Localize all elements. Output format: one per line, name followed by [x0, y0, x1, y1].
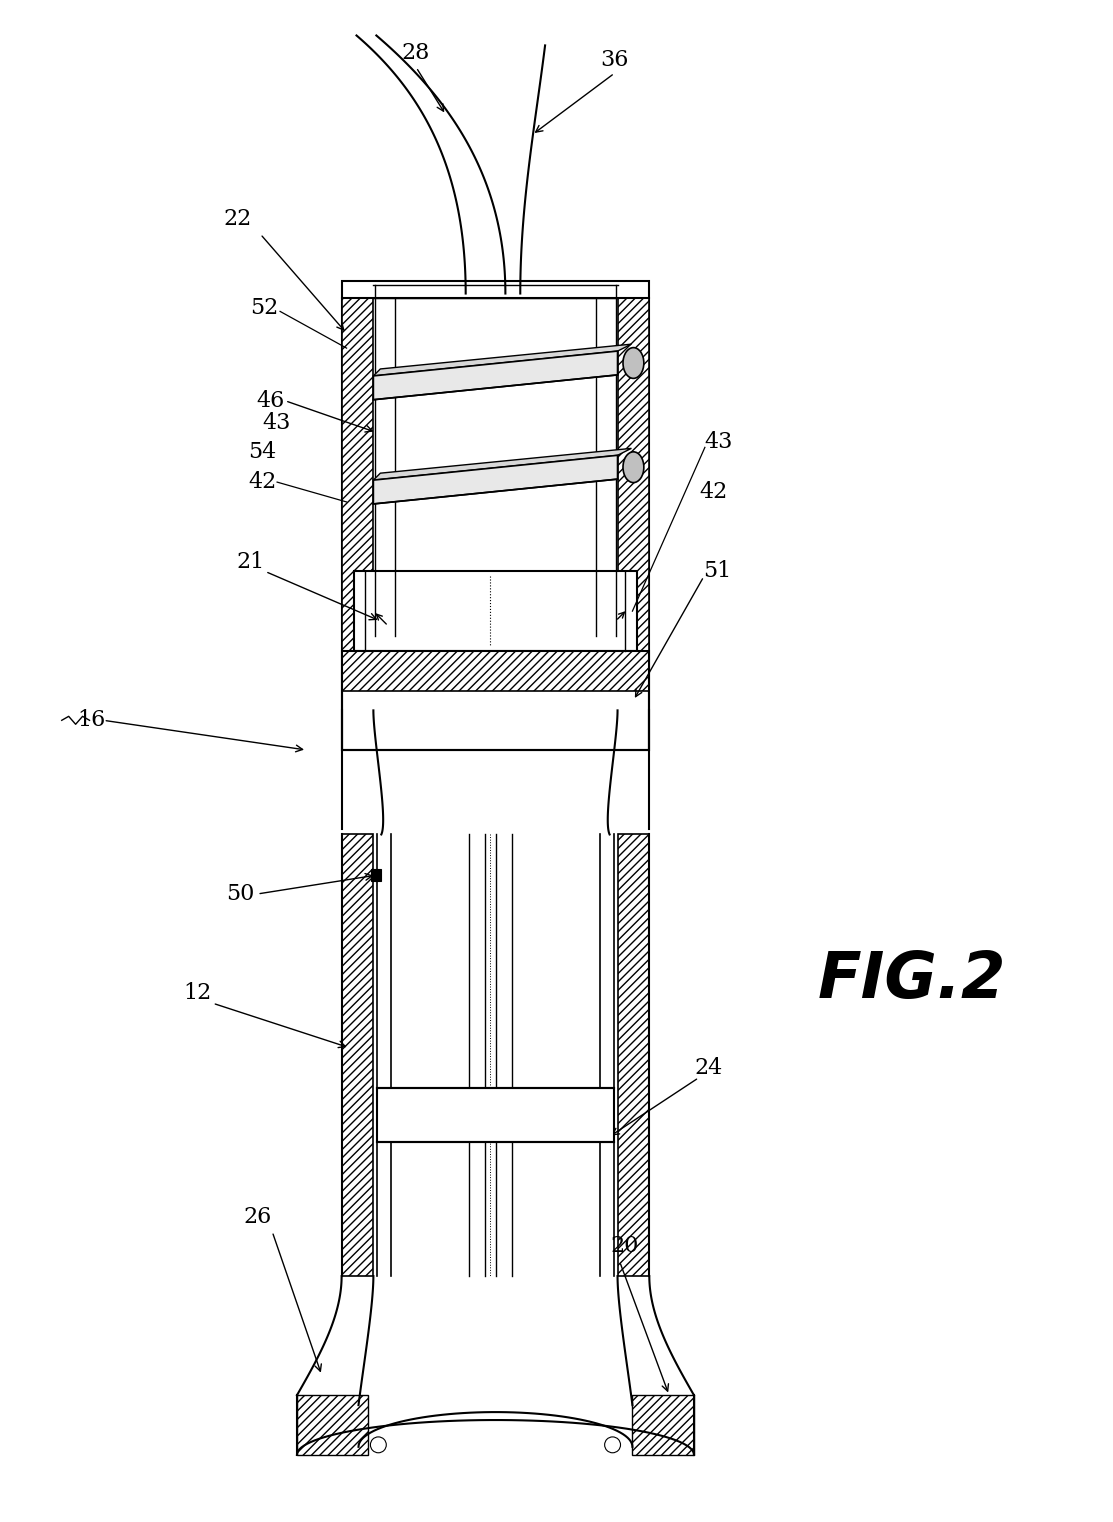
- Text: 43: 43: [705, 431, 733, 454]
- Polygon shape: [373, 449, 631, 479]
- Bar: [372, 869, 382, 881]
- Text: 20: 20: [610, 1236, 639, 1257]
- Text: 52: 52: [250, 297, 278, 320]
- Text: 28: 28: [402, 43, 431, 64]
- Text: 22: 22: [224, 209, 252, 230]
- Text: 16: 16: [78, 709, 106, 731]
- Text: 36: 36: [600, 49, 629, 72]
- Bar: [377, 1088, 613, 1142]
- Text: 42: 42: [700, 481, 728, 504]
- Text: 26: 26: [243, 1205, 272, 1228]
- Bar: [342, 298, 649, 750]
- Text: 54: 54: [248, 441, 276, 463]
- Circle shape: [604, 1437, 621, 1454]
- Text: FIG.2: FIG.2: [818, 950, 1006, 1011]
- Text: 43: 43: [262, 411, 290, 434]
- Bar: [618, 298, 649, 651]
- Text: 51: 51: [702, 560, 731, 583]
- Polygon shape: [373, 352, 618, 400]
- Polygon shape: [373, 455, 618, 504]
- Bar: [632, 1396, 695, 1455]
- Bar: [297, 1396, 368, 1455]
- Text: 50: 50: [226, 883, 255, 906]
- Polygon shape: [373, 344, 631, 376]
- Text: 12: 12: [184, 982, 211, 1005]
- Bar: [342, 651, 649, 691]
- Text: 42: 42: [248, 472, 276, 493]
- Bar: [600, 834, 613, 1275]
- Bar: [377, 834, 392, 1275]
- Bar: [618, 834, 649, 1275]
- Text: 24: 24: [695, 1056, 723, 1079]
- Bar: [342, 834, 373, 1275]
- Bar: [354, 571, 638, 651]
- Bar: [342, 651, 649, 750]
- Text: 21: 21: [236, 551, 265, 572]
- Bar: [377, 1088, 405, 1142]
- Bar: [342, 298, 373, 651]
- Ellipse shape: [623, 452, 643, 482]
- Ellipse shape: [623, 347, 643, 379]
- Text: 46: 46: [256, 390, 284, 412]
- Bar: [342, 280, 649, 298]
- Circle shape: [371, 1437, 386, 1454]
